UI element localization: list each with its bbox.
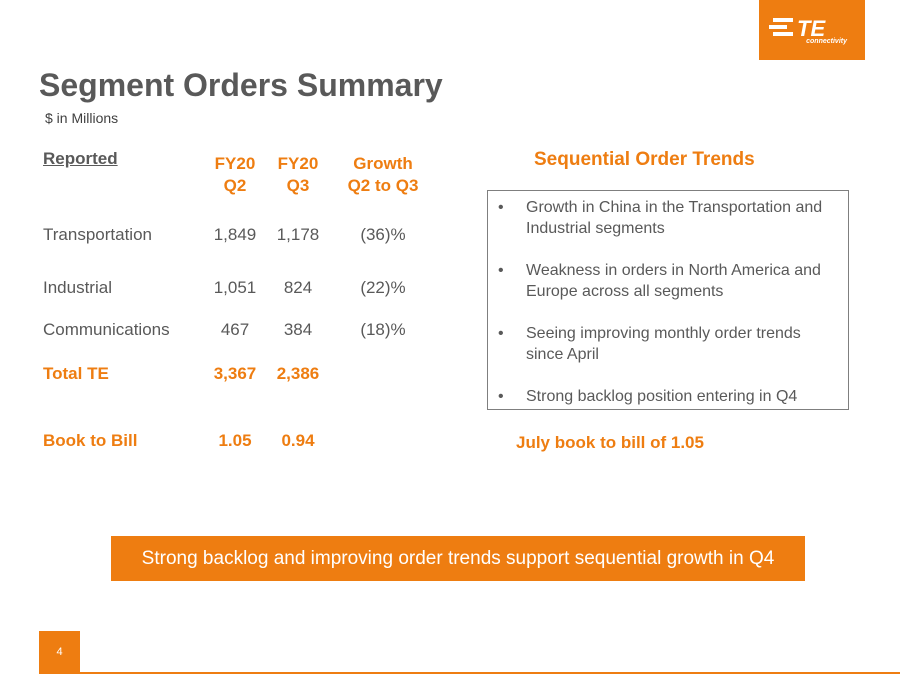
cell-industrial-growth: (22)% — [360, 278, 406, 297]
summary-banner: Strong backlog and improving order trend… — [111, 536, 805, 581]
bullet-dot: • — [498, 199, 504, 216]
cell-book-to-bill-q2: 1.05 — [218, 431, 252, 450]
bullet-dot: • — [498, 325, 504, 342]
column-header-fy20-q2: FY20 Q2 — [205, 153, 265, 197]
cell-transportation-growth: (36)% — [360, 225, 406, 244]
trend-bullet-text: Seeing improving monthly order trends si… — [526, 325, 801, 363]
trend-bullet-text: Growth in China in the Transportation an… — [526, 199, 823, 237]
reported-header: Reported — [43, 149, 118, 168]
column-header-fy20-q3: FY20 Q3 — [268, 153, 328, 197]
cell-communications-growth: (18)% — [360, 320, 406, 339]
column-header-line2: Q2 to Q3 — [347, 176, 419, 195]
cell-total-q2: 3,367 — [213, 364, 257, 383]
page-number: 4 — [39, 631, 80, 672]
row-label-communications: Communications — [43, 320, 170, 339]
trends-title: Sequential Order Trends — [534, 149, 755, 170]
cell-industrial-q2: 1,051 — [213, 278, 257, 297]
cell-communications-q3: 384 — [283, 320, 313, 339]
column-header-line1: FY20 — [277, 154, 319, 173]
cell-total-q3: 2,386 — [276, 364, 320, 383]
footer-rule — [39, 672, 900, 674]
column-header-growth: Growth Q2 to Q3 — [333, 153, 433, 197]
cell-book-to-bill-q3: 0.94 — [281, 431, 315, 450]
column-header-line1: Growth — [353, 154, 413, 173]
page-title: Segment Orders Summary — [39, 67, 443, 103]
trend-bullet: • Seeing improving monthly order trends … — [498, 323, 838, 365]
column-header-line1: FY20 — [214, 154, 256, 173]
july-book-to-bill: July book to bill of 1.05 — [516, 433, 704, 452]
cell-transportation-q3: 1,178 — [276, 225, 320, 244]
cell-industrial-q3: 824 — [283, 278, 313, 297]
bullet-dot: • — [498, 388, 504, 405]
trends-box: • Growth in China in the Transportation … — [487, 190, 849, 410]
te-logo-brand: TE — [797, 16, 826, 41]
column-header-line2: Q3 — [286, 176, 310, 195]
cell-communications-q2: 467 — [220, 320, 250, 339]
row-label-total: Total TE — [43, 364, 109, 383]
te-logo-tagline: connectivity — [806, 38, 847, 45]
page-subtitle: $ in Millions — [45, 110, 119, 126]
trend-bullet: • Strong backlog position entering in Q4 — [498, 386, 838, 407]
cell-transportation-q2: 1,849 — [213, 225, 257, 244]
trend-bullet-text: Strong backlog position entering in Q4 — [526, 388, 798, 405]
trend-bullet: • Weakness in orders in North America an… — [498, 260, 838, 302]
row-label-book-to-bill: Book to Bill — [43, 431, 138, 450]
column-header-line2: Q2 — [223, 176, 247, 195]
row-label-transportation: Transportation — [43, 225, 152, 244]
te-logo: TE connectivity — [759, 0, 865, 60]
trend-bullet: • Growth in China in the Transportation … — [498, 197, 838, 239]
te-logo-mark-icon: TE — [769, 16, 826, 41]
bullet-dot: • — [498, 262, 504, 279]
row-label-industrial: Industrial — [43, 278, 112, 297]
trend-bullet-text: Weakness in orders in North America and … — [526, 262, 821, 300]
